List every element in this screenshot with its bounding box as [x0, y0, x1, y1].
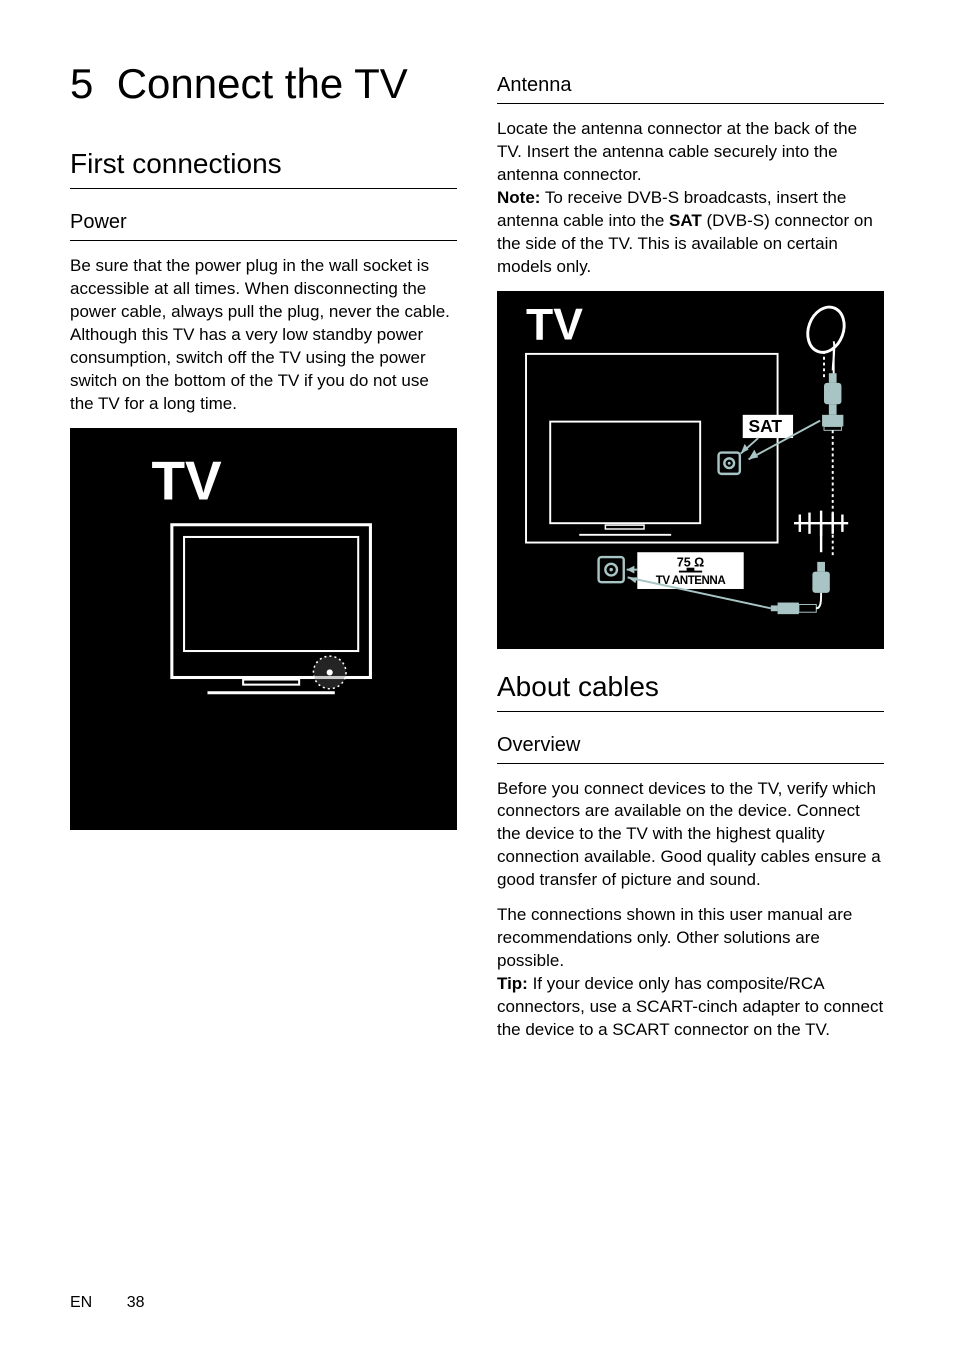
overview-paragraph-1: Before you connect devices to the TV, ve… [497, 778, 884, 893]
power-text-1: Be sure that the power plug in the wall … [70, 256, 450, 321]
subsection-antenna: Antenna [497, 74, 884, 104]
sat-bold: SAT [669, 211, 702, 230]
subsection-overview: Overview [497, 734, 884, 764]
subsection-power: Power [70, 211, 457, 241]
antenna-text-1: Locate the antenna connector at the back… [497, 119, 857, 184]
page-footer: EN 38 [70, 1294, 144, 1312]
tv-label-2: TV [526, 300, 583, 349]
sat-label: SAT [749, 416, 783, 436]
power-text-2: Although this TV has a very low standby … [70, 325, 429, 413]
tv-label: TV [151, 449, 222, 511]
tip-label: Tip: [497, 974, 528, 993]
section-first-connections: First connections [70, 148, 457, 189]
chapter-name: Connect the TV [117, 60, 408, 107]
footer-page: 38 [127, 1294, 145, 1311]
left-column: 5 Connect the TV First connections Power… [70, 60, 457, 1054]
antenna-paragraph: Locate the antenna connector at the back… [497, 118, 884, 279]
chapter-number: 5 [70, 60, 93, 107]
antenna-diagram: TV SAT [497, 291, 884, 649]
footer-lang: EN [70, 1294, 92, 1311]
chapter-title: 5 Connect the TV [70, 60, 457, 108]
overview-tip: If your device only has composite/RCA co… [497, 974, 883, 1039]
power-paragraph-1: Be sure that the power plug in the wall … [70, 255, 457, 416]
overview-text-2: The connections shown in this user manua… [497, 905, 852, 970]
ohm-label: 75 Ω [677, 555, 705, 569]
note-label: Note: [497, 188, 540, 207]
right-column: Antenna Locate the antenna connector at … [497, 60, 884, 1054]
power-diagram: TV [70, 428, 457, 830]
section-about-cables: About cables [497, 671, 884, 712]
overview-paragraph-2: The connections shown in this user manua… [497, 904, 884, 1042]
